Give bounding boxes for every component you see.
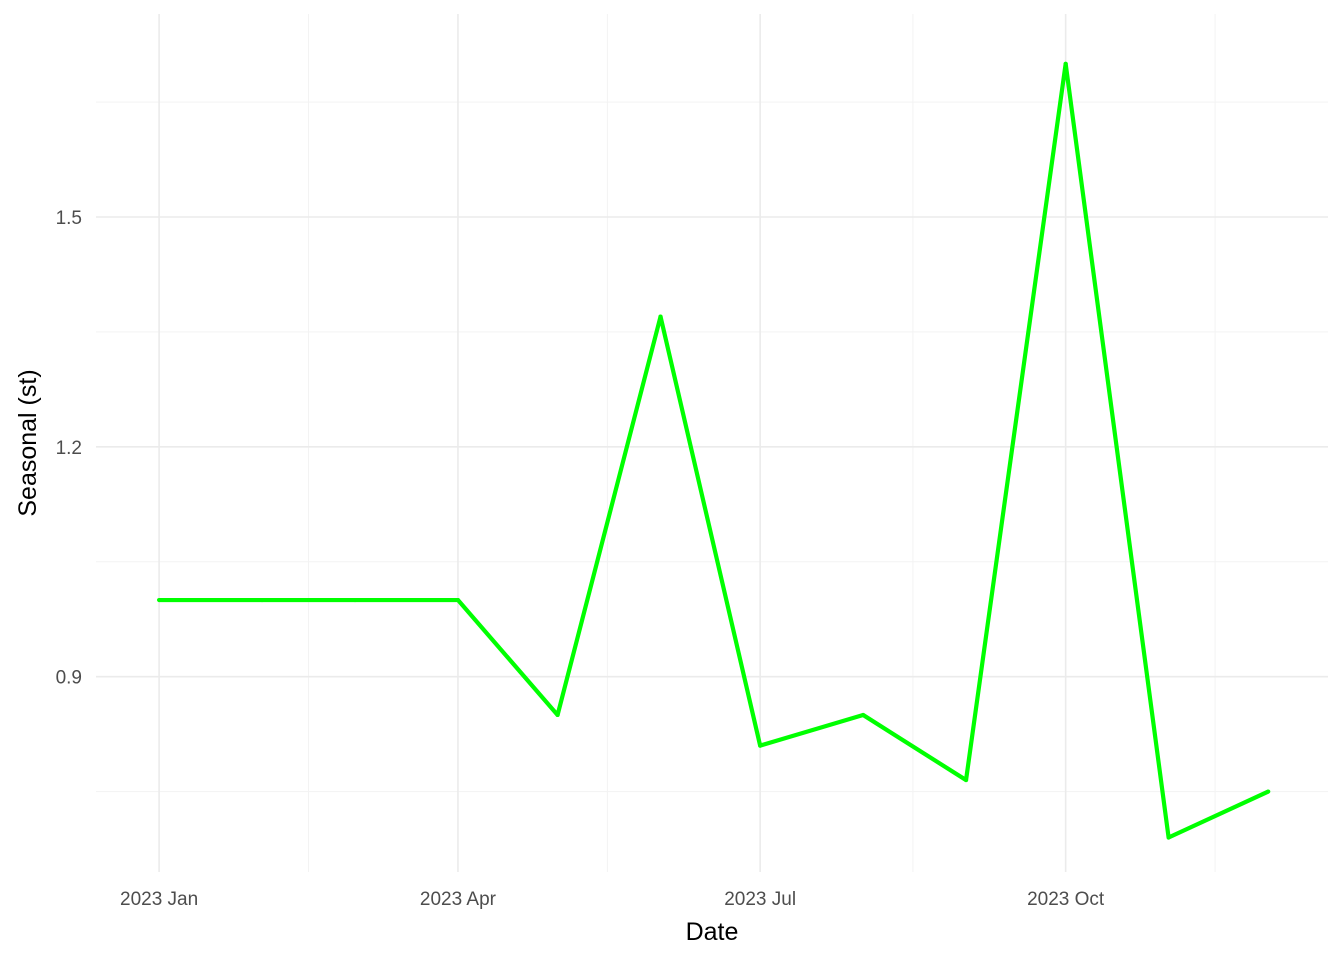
data-point-11: [1266, 789, 1271, 794]
major-gridlines: [96, 14, 1328, 872]
y-tick-label-0: 0.9: [56, 668, 82, 689]
x-axis-title: Date: [686, 918, 739, 946]
data-point-6: [758, 743, 763, 748]
data-point-0: [156, 597, 162, 603]
y-axis-title: Seasonal (st): [14, 369, 42, 516]
y-axis-tick-labels: 0.9 1.2 1.5: [56, 208, 82, 689]
data-point-7: [860, 712, 866, 718]
x-tick-label-1: 2023 Apr: [420, 889, 497, 910]
series-line-0: [159, 61, 1270, 840]
x-axis-tick-labels: 2023 Jan 2023 Apr 2023 Jul 2023 Oct: [120, 889, 1105, 910]
data-point-5: [658, 314, 663, 319]
data-point-4: [555, 712, 560, 718]
minor-gridlines: [96, 14, 1328, 872]
x-tick-label-2: 2023 Jul: [724, 889, 796, 910]
x-tick-label-0: 2023 Jan: [120, 889, 198, 910]
data-point-1: [259, 597, 265, 603]
data-point-8: [963, 777, 969, 783]
data-point-9: [1063, 61, 1068, 66]
x-tick-label-3: 2023 Oct: [1027, 889, 1105, 910]
data-point-2: [352, 597, 358, 603]
series-layer: [156, 61, 1271, 840]
data-point-10: [1166, 835, 1171, 840]
data-point-3: [455, 597, 461, 603]
y-tick-label-1: 1.2: [56, 438, 82, 459]
y-tick-label-2: 1.5: [56, 208, 82, 229]
